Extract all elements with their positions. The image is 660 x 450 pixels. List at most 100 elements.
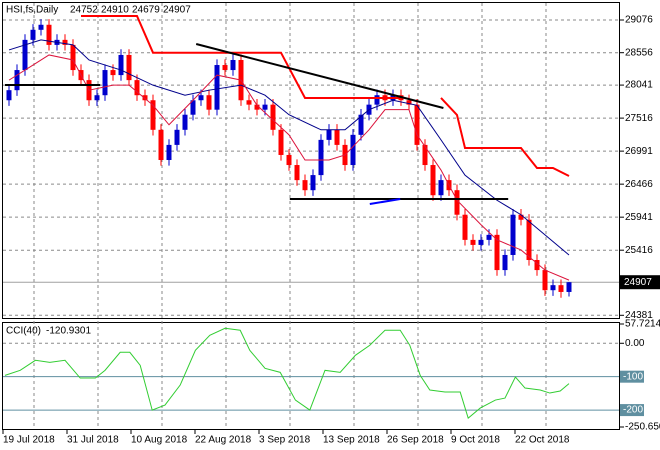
ohlc-close: 24907 [163,5,191,16]
candle-body [438,180,444,196]
candle-body [14,70,20,91]
candle-body [518,214,524,220]
candle-body [430,165,436,196]
indicator-line [440,97,570,177]
candle-body [70,44,76,71]
candle-body [422,144,428,166]
level-label: -200 [623,405,643,416]
indicator-line [4,327,570,419]
candle-body [142,95,148,101]
candle-body [30,29,36,40]
candle-body [406,100,412,105]
candle-body [510,214,516,255]
candle-body [38,24,44,30]
candle-body [358,114,364,135]
candle-body [198,95,204,101]
ohlc-low: 24679 [132,5,160,16]
y-tick-label: 26991 [625,146,653,157]
candle-body [158,129,164,160]
candle-body [214,65,220,110]
candle-body [558,285,564,292]
candle-body [254,104,260,110]
y-tick-label: 0.00 [625,338,645,349]
indicator-line [195,43,444,109]
x-tick-label: 10 Aug 2018 [131,435,188,446]
indicator-line [8,39,570,256]
candle-body [374,95,380,105]
candle-body [534,260,540,271]
candle-body [222,65,228,71]
candle-body [454,190,460,215]
candle-body [62,39,68,45]
candle-body [46,24,52,45]
indicator-line [81,14,401,99]
x-tick-label: 22 Aug 2018 [195,435,252,446]
candle-body [110,70,116,76]
y-tick-label: 27516 [625,113,653,124]
cci-value: -120.9301 [46,326,91,337]
candle-body [102,70,108,96]
x-tick-label: 26 Sep 2018 [387,435,444,446]
level-label: -100 [623,371,643,382]
y-tick-label: 25416 [625,245,653,256]
candle-body [294,165,300,181]
candle-body [334,129,340,145]
candle-body [566,282,572,292]
candle-body [22,39,28,71]
y-tick-label: 57.7214 [625,319,660,330]
chart-title: HSI,fs,Daily [6,5,58,16]
plot-layer: 29076 28556 28041 27516 26991 26466 25941 25416… [2,3,660,446]
indicator-line [8,54,570,281]
candle-body [326,129,332,140]
price-panel [2,2,620,319]
candle-body [246,100,252,105]
ohlc-high: 24910 [101,5,129,16]
level-box [620,370,644,383]
candle-body [310,175,316,191]
candle-body [6,90,12,101]
candle-body [350,134,356,166]
y-tick-label: 29076 [625,15,653,26]
candle-body [118,54,124,76]
candle-body [502,254,508,271]
candle-body [126,54,132,81]
ohlc-open: 24752 [70,5,98,16]
candle-body [542,270,548,291]
y-tick-label: 28041 [625,80,653,91]
x-tick-label: 3 Sep 2018 [259,435,311,446]
candle-body [174,129,180,145]
y-tick-label: 24381 [625,310,653,321]
y-tick-label: 26466 [625,179,653,190]
candle-body [494,234,500,271]
candle-body [262,104,268,110]
candle-body [470,239,476,245]
y-tick-label: -250.650 [625,422,660,433]
candle-body [278,129,284,155]
candle-body [230,59,236,71]
candle-body [206,95,212,110]
candle-body [286,154,292,166]
x-tick-label: 19 Jul 2018 [3,435,55,446]
y-tick-label: 25941 [625,212,653,223]
candle-body [134,80,140,96]
candle-body [302,180,308,191]
candle-body [526,219,532,261]
level-box [620,404,644,417]
candle-body [318,139,324,176]
candle-body [462,214,468,240]
indicator-line [369,198,401,206]
candle-body [414,104,420,145]
candle-body [190,100,196,115]
candle-body [486,234,492,240]
candle-body [94,95,100,101]
y-tick-label: 28556 [625,47,653,58]
cci-panel [2,322,620,430]
x-tick-label: 22 Oct 2018 [515,435,570,446]
candle-body [150,100,156,130]
candle-body [182,114,188,130]
last-price-box [620,275,660,290]
candle-body [166,144,172,160]
cci-title: CCI(40) [6,326,41,337]
